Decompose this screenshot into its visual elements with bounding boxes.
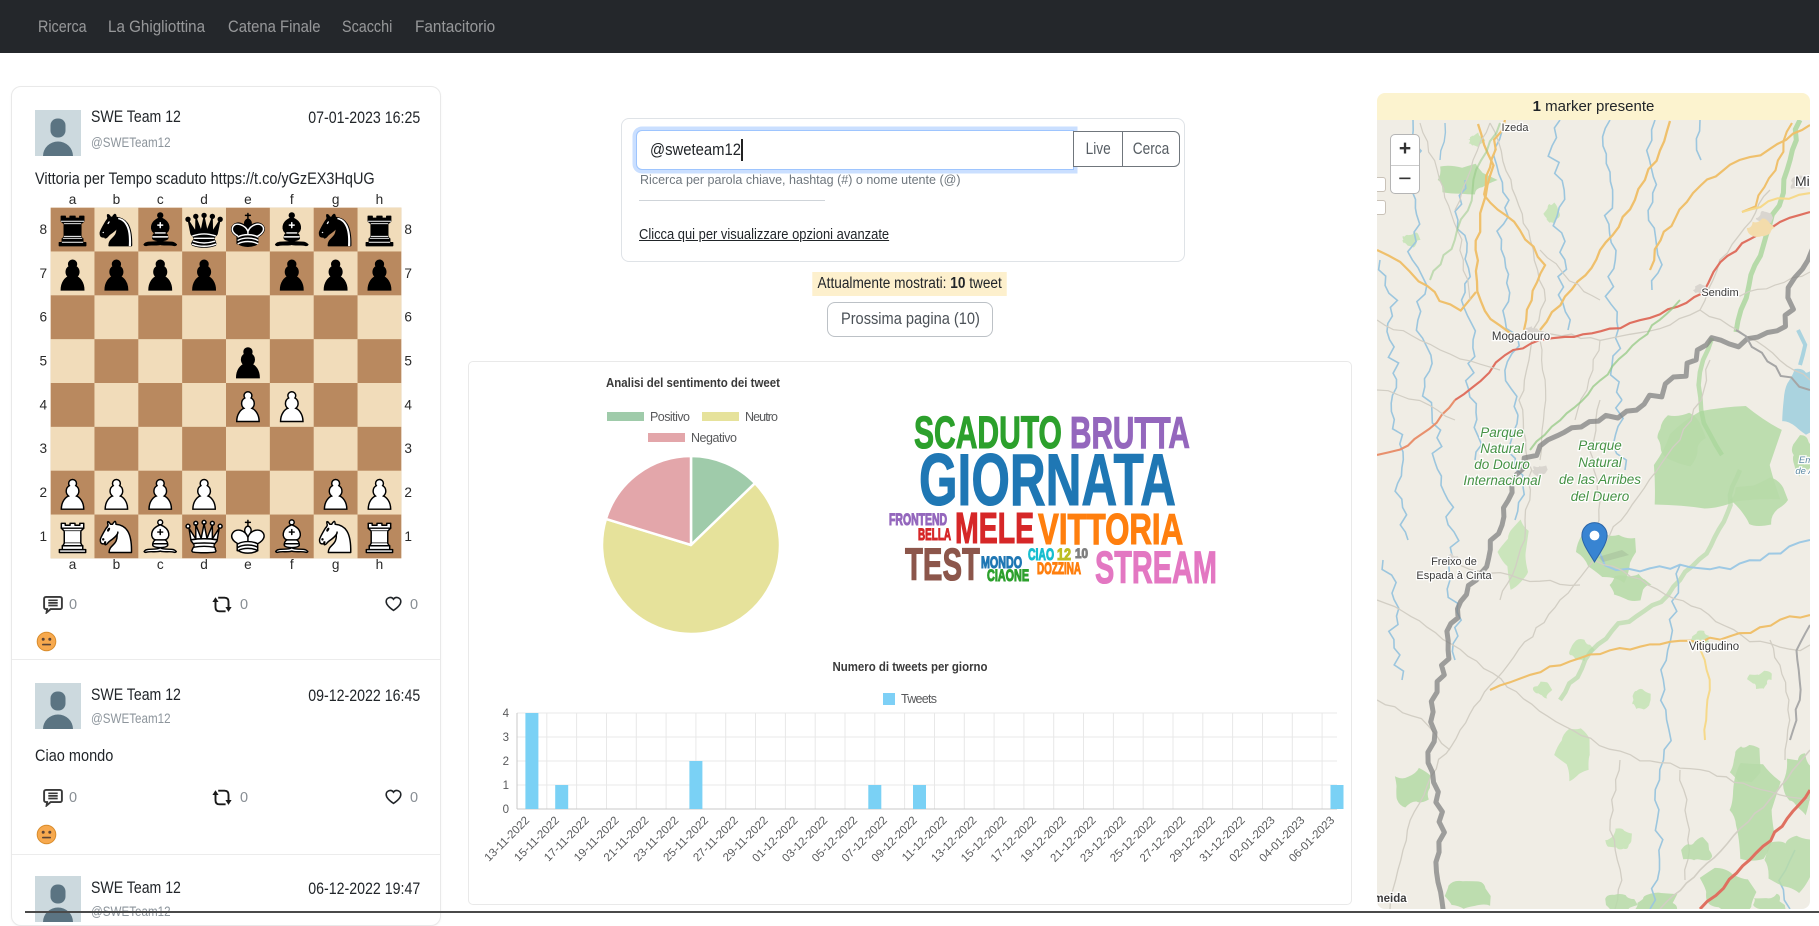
svg-text:MELE: MELE xyxy=(955,504,1034,552)
svg-text:de las Arribes: de las Arribes xyxy=(1559,472,1641,487)
svg-text:Freixo de: Freixo de xyxy=(1431,556,1477,568)
svg-text:8: 8 xyxy=(404,222,412,237)
svg-text:Natural: Natural xyxy=(1480,441,1525,456)
svg-text:Neutro: Neutro xyxy=(745,410,778,424)
svg-text:del Duero: del Duero xyxy=(1571,489,1630,504)
svg-text:2: 2 xyxy=(503,756,509,768)
svg-text:12: 12 xyxy=(1057,546,1071,564)
svg-text:2: 2 xyxy=(40,485,48,500)
svg-text:e: e xyxy=(244,193,252,207)
svg-text:Vitigudino: Vitigudino xyxy=(1689,641,1739,653)
svg-text:b: b xyxy=(113,193,121,207)
svg-text:SCADUTO: SCADUTO xyxy=(914,408,1062,459)
svg-text:DOZZINA: DOZZINA xyxy=(1037,559,1081,577)
svg-text:GIORNATA: GIORNATA xyxy=(919,439,1176,521)
svg-text:CIAONE: CIAONE xyxy=(987,566,1029,585)
svg-text:Natural: Natural xyxy=(1578,455,1623,470)
svg-text:Sendim: Sendim xyxy=(1701,287,1738,299)
svg-text:de Al: de Al xyxy=(1795,466,1810,477)
svg-text:g: g xyxy=(332,557,340,572)
svg-text:Parque: Parque xyxy=(1578,438,1622,453)
svg-text:e: e xyxy=(244,557,252,572)
svg-text:6: 6 xyxy=(404,310,412,325)
svg-text:6: 6 xyxy=(40,310,48,325)
svg-text:VITTORIA: VITTORIA xyxy=(1038,505,1183,553)
svg-text:TEST: TEST xyxy=(905,540,980,591)
svg-text:0: 0 xyxy=(503,804,509,816)
svg-text:h: h xyxy=(376,193,384,207)
svg-text:10: 10 xyxy=(1075,545,1088,561)
svg-text:Izeda: Izeda xyxy=(1502,122,1530,134)
svg-text:8: 8 xyxy=(40,222,48,237)
svg-text:do Douro: do Douro xyxy=(1474,457,1530,472)
svg-text:c: c xyxy=(157,557,164,572)
svg-text:MONDO: MONDO xyxy=(981,553,1022,572)
svg-text:STREAM: STREAM xyxy=(1095,542,1217,593)
svg-text:a: a xyxy=(69,557,77,572)
svg-text:5: 5 xyxy=(40,353,48,368)
svg-text:4: 4 xyxy=(404,397,412,412)
svg-text:5: 5 xyxy=(404,353,412,368)
svg-text:Parque: Parque xyxy=(1480,425,1524,440)
svg-text:a: a xyxy=(69,193,77,207)
svg-text:c: c xyxy=(157,193,164,207)
svg-text:Positivo: Positivo xyxy=(650,410,690,424)
svg-text:1: 1 xyxy=(503,780,509,792)
svg-text:Em: Em xyxy=(1799,455,1810,466)
svg-text:3: 3 xyxy=(503,732,509,744)
svg-text:BRUTTA: BRUTTA xyxy=(1070,409,1190,458)
svg-text:7: 7 xyxy=(404,266,412,281)
svg-text:f: f xyxy=(290,193,294,207)
svg-text:Internacional: Internacional xyxy=(1463,473,1541,488)
svg-text:Tweets: Tweets xyxy=(901,692,937,706)
svg-text:b: b xyxy=(113,557,121,572)
svg-text:3: 3 xyxy=(404,441,412,456)
svg-text:h: h xyxy=(376,557,384,572)
svg-text:f: f xyxy=(290,557,294,572)
svg-text:3: 3 xyxy=(40,441,48,456)
svg-text:g: g xyxy=(332,193,340,207)
svg-text:Mogadouro: Mogadouro xyxy=(1492,331,1550,343)
svg-text:Negativo: Negativo xyxy=(691,431,737,445)
svg-text:d: d xyxy=(200,193,208,207)
svg-text:Numero di tweets per giorno: Numero di tweets per giorno xyxy=(833,660,988,674)
svg-text:7: 7 xyxy=(40,266,48,281)
svg-text:1: 1 xyxy=(404,529,412,544)
svg-text:Espada à Cinta: Espada à Cinta xyxy=(1416,570,1492,582)
svg-text:Miranda: Miranda xyxy=(1795,173,1810,189)
svg-text:CIAO: CIAO xyxy=(1028,544,1054,563)
svg-text:Analisi del sentimento dei twe: Analisi del sentimento dei tweet xyxy=(606,376,781,390)
svg-text:2: 2 xyxy=(404,485,412,500)
svg-text:1: 1 xyxy=(40,529,48,544)
svg-text:meida: meida xyxy=(1377,893,1407,905)
svg-text:FRONTEND: FRONTEND xyxy=(889,509,947,528)
svg-text:4: 4 xyxy=(503,708,510,720)
svg-text:4: 4 xyxy=(40,397,48,412)
svg-text:BELLA: BELLA xyxy=(918,525,951,543)
svg-text:d: d xyxy=(200,557,208,572)
